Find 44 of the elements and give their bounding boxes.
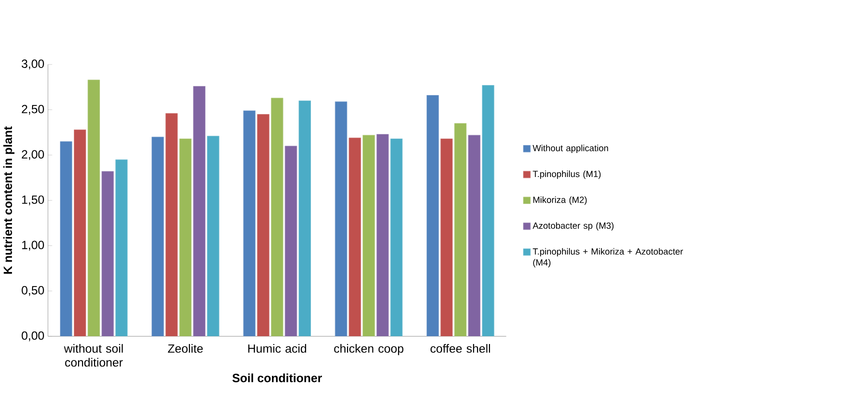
y-tick-label: 2,50 [22,104,44,115]
x-tick-label: coffee shell [430,344,490,353]
bar [468,135,480,336]
bar [334,102,348,336]
bar [257,114,270,336]
legend-label: T.pinophilus (M1) [532,170,601,179]
bar [270,98,284,336]
y-tick-label: 2,00 [22,150,44,160]
bar [152,136,164,336]
bar [390,138,403,336]
bar [376,134,389,336]
bar [88,80,100,336]
legend-label: Mikoriza (M2) [533,196,587,205]
bar [454,123,467,336]
bar [440,138,453,336]
legend-label: Without application [532,144,608,154]
bar [74,130,86,336]
bar [165,113,178,336]
x-axis-title: Soil conditioner [232,374,322,382]
legend-label: Azotobacter sp (M3) [532,222,614,231]
bar [102,171,114,336]
bar [60,141,72,336]
bar [179,138,192,336]
y-tick-label: 0,50 [22,286,44,296]
x-tick-label: Zeolite [168,344,203,353]
bar [243,110,256,336]
y-tick-label: 1,50 [22,196,44,206]
y-axis-title: K nutrient content in plant [3,126,14,274]
x-tick-label: without soil conditioner [64,344,123,367]
legend-label: T.pinophilus + Mikoriza + Azotobacter (M4) [532,248,683,268]
bar [115,160,128,336]
bar [284,146,298,336]
bar [426,95,439,336]
bar [193,86,206,336]
bar [298,100,311,336]
bar [348,138,362,336]
bar [362,135,375,336]
y-tick-label: 3,00 [22,60,44,70]
x-tick-label: chicken coop [334,344,404,356]
y-tick-label: 0,00 [22,331,44,342]
bar [207,136,220,336]
bar [482,85,494,336]
y-tick-label: 1,00 [22,240,44,251]
x-tick-label: Humic acid [248,344,306,353]
